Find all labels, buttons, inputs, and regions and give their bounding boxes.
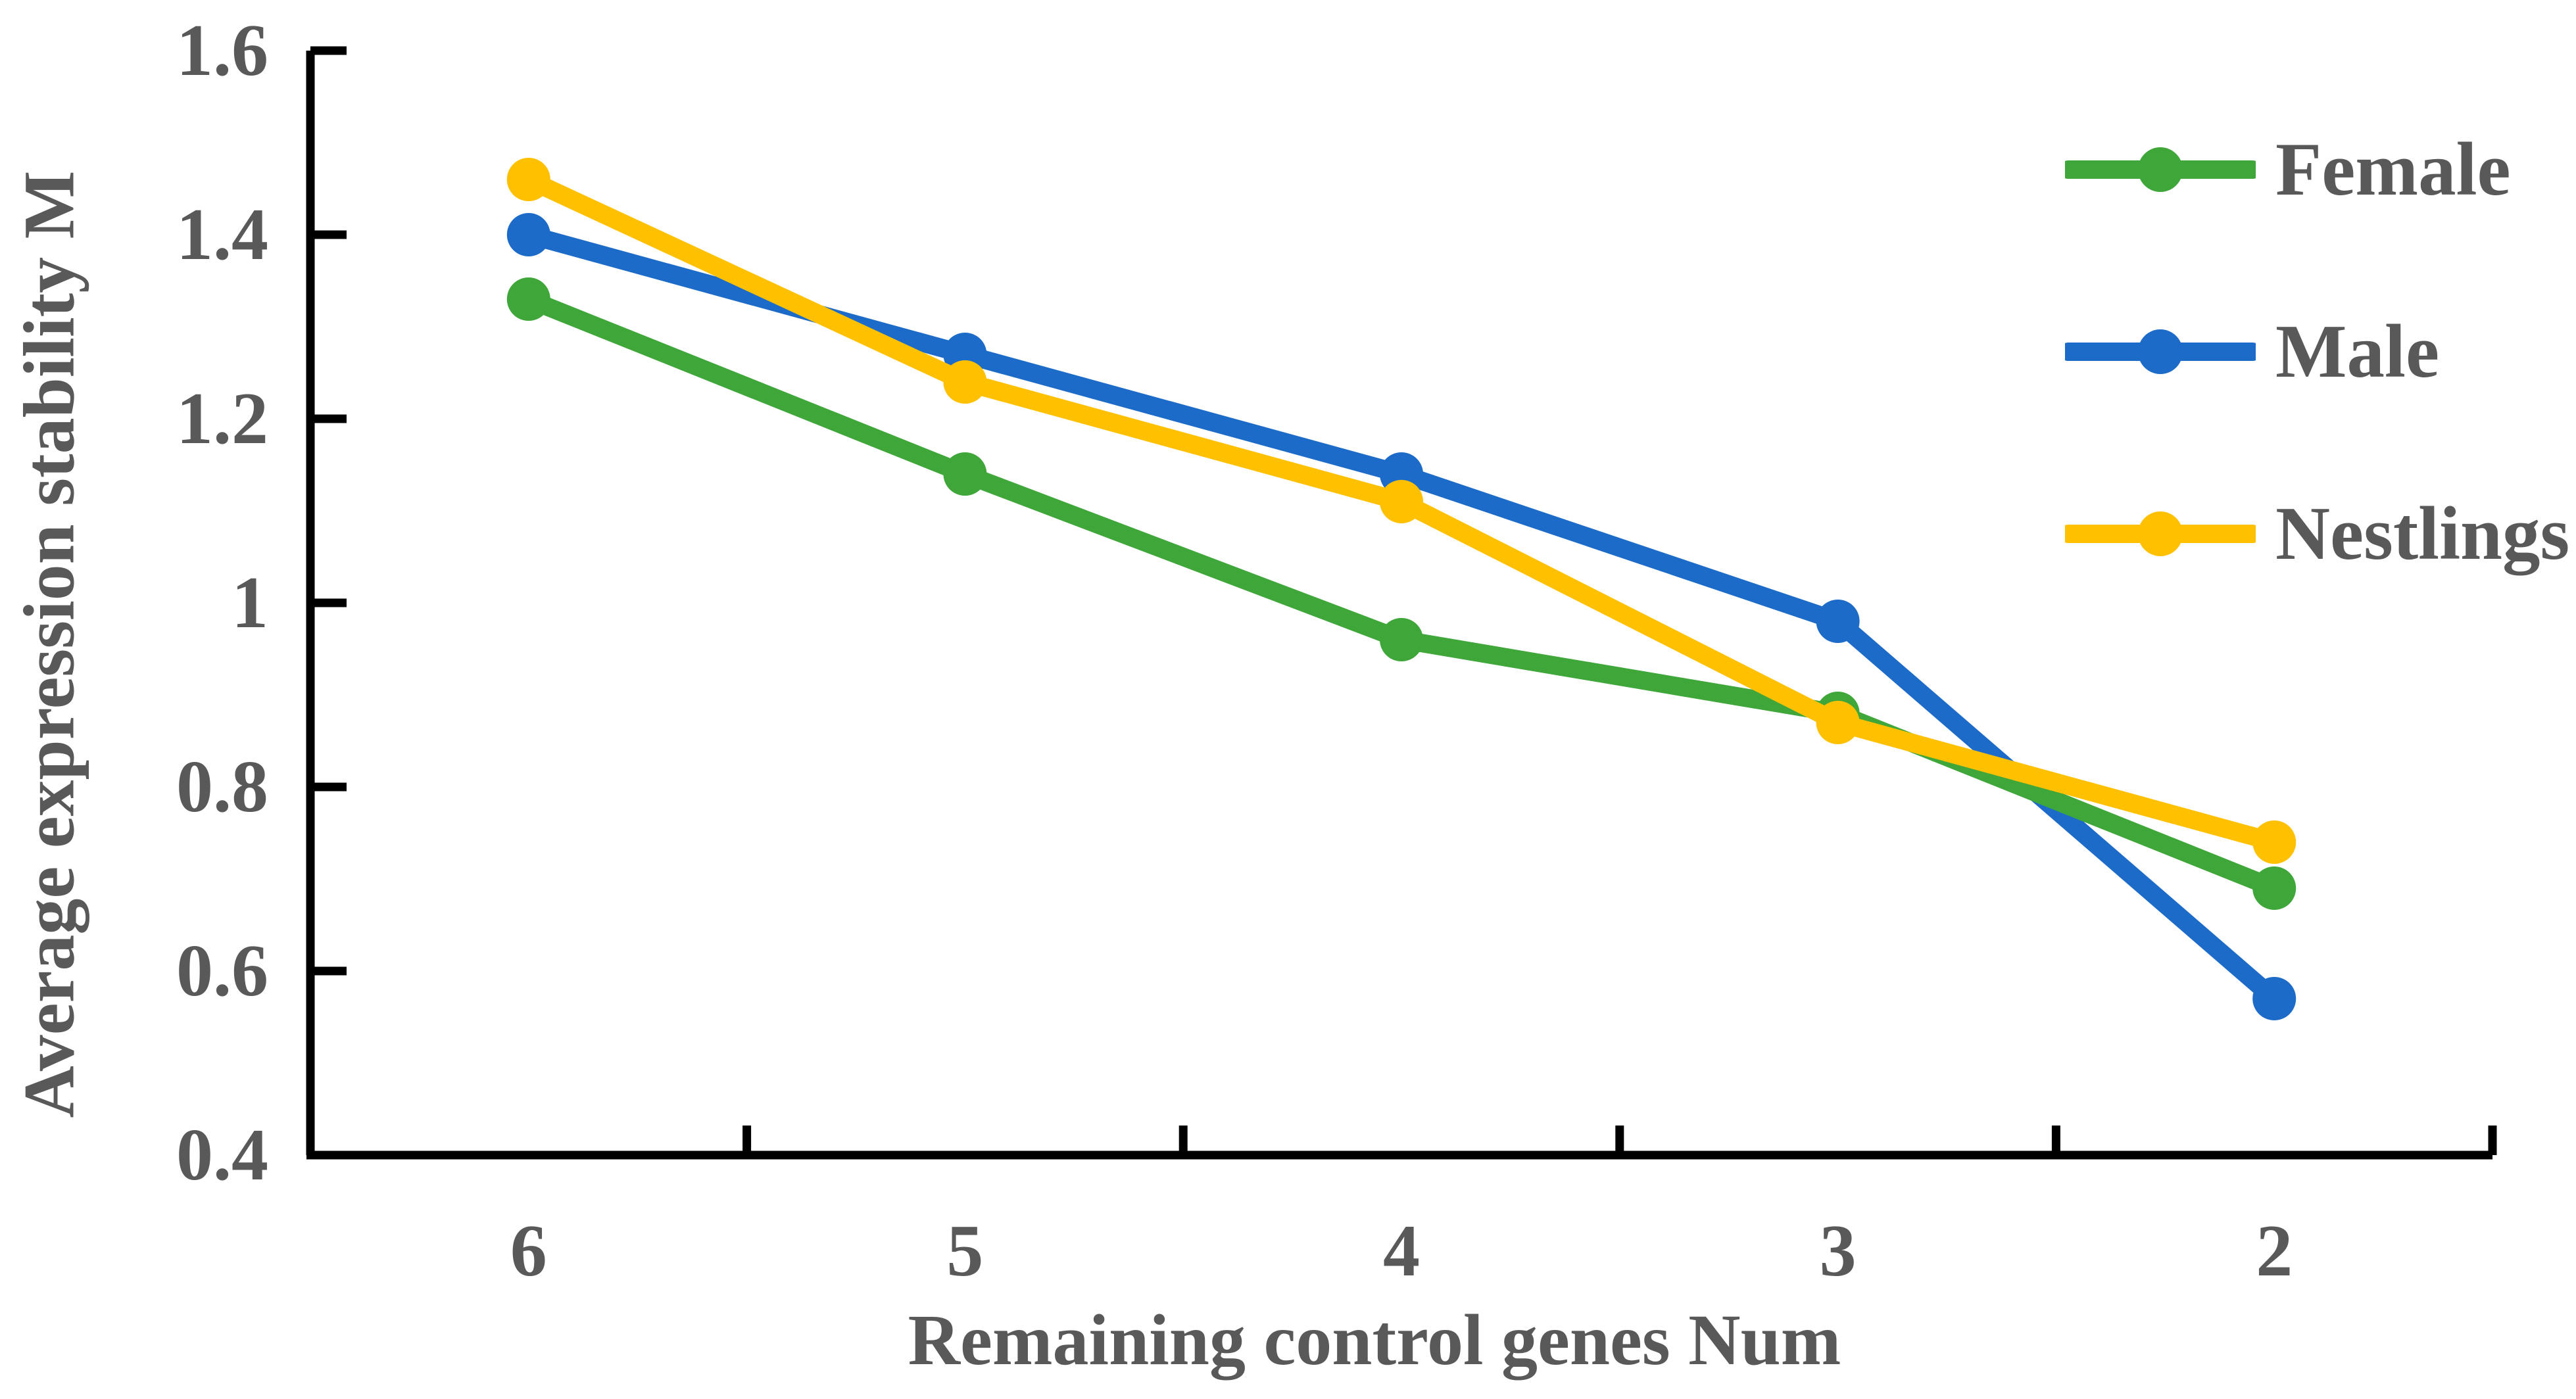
y-tick-label-1: 1 bbox=[231, 562, 268, 644]
y-tick-label-1.4: 1.4 bbox=[176, 194, 268, 275]
y-tick-label-1.6: 1.6 bbox=[176, 10, 268, 91]
series-marker-female-x6 bbox=[506, 277, 550, 321]
legend-item-male: Male bbox=[2065, 306, 2439, 398]
legend-item-female: Female bbox=[2065, 124, 2511, 216]
series-marker-nestlings-x3 bbox=[1816, 701, 1860, 744]
series-marker-nestlings-x6 bbox=[506, 158, 550, 201]
legend-label-male: Male bbox=[2275, 310, 2440, 393]
y-tick-label-1.2: 1.2 bbox=[176, 378, 268, 460]
series-marker-female-x4 bbox=[1380, 618, 1423, 661]
x-tick-label-6: 6 bbox=[510, 1210, 547, 1292]
x-tick-label-2: 2 bbox=[2256, 1210, 2293, 1292]
legend-swatch-nestlings-icon bbox=[2065, 511, 2256, 556]
legend-label-female: Female bbox=[2275, 128, 2511, 211]
y-tick-label-0.6: 0.6 bbox=[176, 930, 268, 1012]
series-line-male bbox=[519, 225, 2284, 1008]
series-line-female bbox=[519, 290, 2284, 897]
x-tick-label-3: 3 bbox=[1819, 1210, 1857, 1292]
y-tick-label-0.8: 0.8 bbox=[176, 746, 268, 828]
y-axis-title: Average expression stability M bbox=[9, 170, 89, 1118]
series-marker-male-x3 bbox=[1816, 600, 1860, 643]
legend-item-nestlings: Nestlings bbox=[2065, 488, 2569, 580]
y-tick-label-0.4: 0.4 bbox=[176, 1114, 268, 1196]
series-marker-nestlings-x4 bbox=[1380, 480, 1423, 523]
series-marker-nestlings-x2 bbox=[2252, 820, 2297, 864]
legend-swatch-male-icon bbox=[2065, 329, 2256, 374]
legend-swatch-female-icon bbox=[2065, 147, 2256, 192]
series-marker-male-x2 bbox=[2252, 977, 2297, 1020]
series-marker-male-x6 bbox=[506, 213, 550, 256]
series-marker-female-x5 bbox=[943, 452, 987, 496]
x-axis-title: Remaining control genes Num bbox=[908, 1300, 1841, 1380]
series-marker-nestlings-x5 bbox=[943, 360, 987, 404]
series-marker-female-x2 bbox=[2252, 866, 2297, 910]
legend-label-nestlings: Nestlings bbox=[2275, 492, 2570, 575]
x-tick-label-5: 5 bbox=[946, 1210, 984, 1292]
x-tick-label-4: 4 bbox=[1383, 1210, 1420, 1292]
